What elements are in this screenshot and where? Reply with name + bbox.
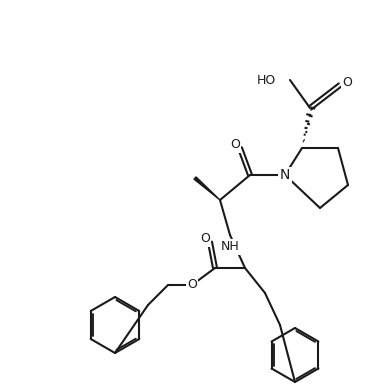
Text: O: O	[342, 77, 352, 89]
Text: O: O	[230, 139, 240, 151]
Text: N: N	[280, 168, 290, 182]
Text: O: O	[200, 233, 210, 245]
Polygon shape	[194, 177, 220, 200]
Text: NH: NH	[221, 240, 239, 253]
Text: O: O	[187, 279, 197, 291]
Text: HO: HO	[257, 74, 276, 87]
